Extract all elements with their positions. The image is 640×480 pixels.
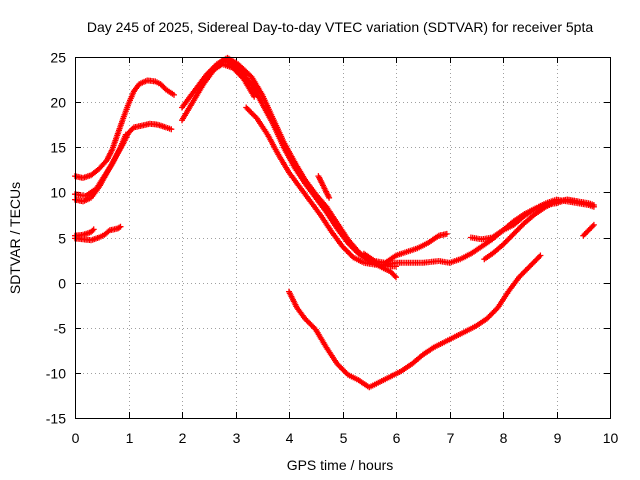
- data-point-markers: [286, 252, 544, 391]
- x-tick-label: 0: [72, 430, 80, 446]
- series-arc-10: [286, 252, 544, 391]
- x-axis-label: GPS time / hours: [287, 457, 394, 473]
- x-tick-label: 9: [554, 430, 562, 446]
- series-arc-9: [580, 221, 597, 239]
- plot-frame: [75, 57, 611, 419]
- data-point-markers: [195, 61, 258, 100]
- series-arc-8: [481, 196, 581, 263]
- y-tick-label: 5: [58, 231, 66, 247]
- y-tick-label: -10: [46, 366, 66, 382]
- chart-title: Day 245 of 2025, Sidereal Day-to-day VTE…: [87, 19, 594, 35]
- data-point-markers: [72, 77, 177, 181]
- x-tick-label: 3: [233, 430, 241, 446]
- y-tick-label: 25: [50, 50, 66, 66]
- data-series: [72, 54, 597, 391]
- series-arc-6: [360, 230, 450, 266]
- y-tick-label: 20: [50, 95, 66, 111]
- x-tick-label: 5: [340, 430, 348, 446]
- series-arc-3-lower: [179, 54, 399, 281]
- axis-ticks: [75, 57, 611, 419]
- data-point-markers: [315, 173, 333, 201]
- y-tick-label: -15: [46, 411, 66, 427]
- y-tick-labels: -15 -10 -5 0 5 10 15 20 25: [46, 50, 66, 427]
- x-tick-label: 7: [447, 430, 455, 446]
- data-point-markers: [179, 54, 399, 281]
- data-point-markers: [243, 104, 597, 268]
- series-arc-1-lower: [72, 120, 175, 205]
- x-tick-label: 6: [393, 430, 401, 446]
- x-tick-label: 10: [603, 430, 619, 446]
- data-point-markers: [580, 221, 597, 239]
- series-arc-4: [243, 104, 597, 268]
- x-tick-label: 1: [126, 430, 134, 446]
- x-tick-label: 8: [500, 430, 508, 446]
- y-axis-label: SDTVAR / TECUs: [7, 182, 23, 294]
- x-tick-label: 4: [286, 430, 294, 446]
- series-arc-1-upper: [72, 77, 177, 181]
- series-arc-5: [315, 173, 333, 201]
- data-point-markers: [481, 196, 581, 263]
- data-point-markers: [72, 120, 175, 205]
- data-point-markers: [360, 230, 450, 266]
- x-tick-label: 2: [179, 430, 187, 446]
- y-tick-label: -5: [54, 321, 67, 337]
- y-tick-label: 15: [50, 140, 66, 156]
- y-tick-label: 0: [58, 276, 66, 292]
- y-tick-label: 10: [50, 185, 66, 201]
- series-arc-3-middle: [195, 61, 258, 100]
- x-tick-labels: 0 1 2 3 4 5 6 7 8 9 10: [72, 430, 619, 446]
